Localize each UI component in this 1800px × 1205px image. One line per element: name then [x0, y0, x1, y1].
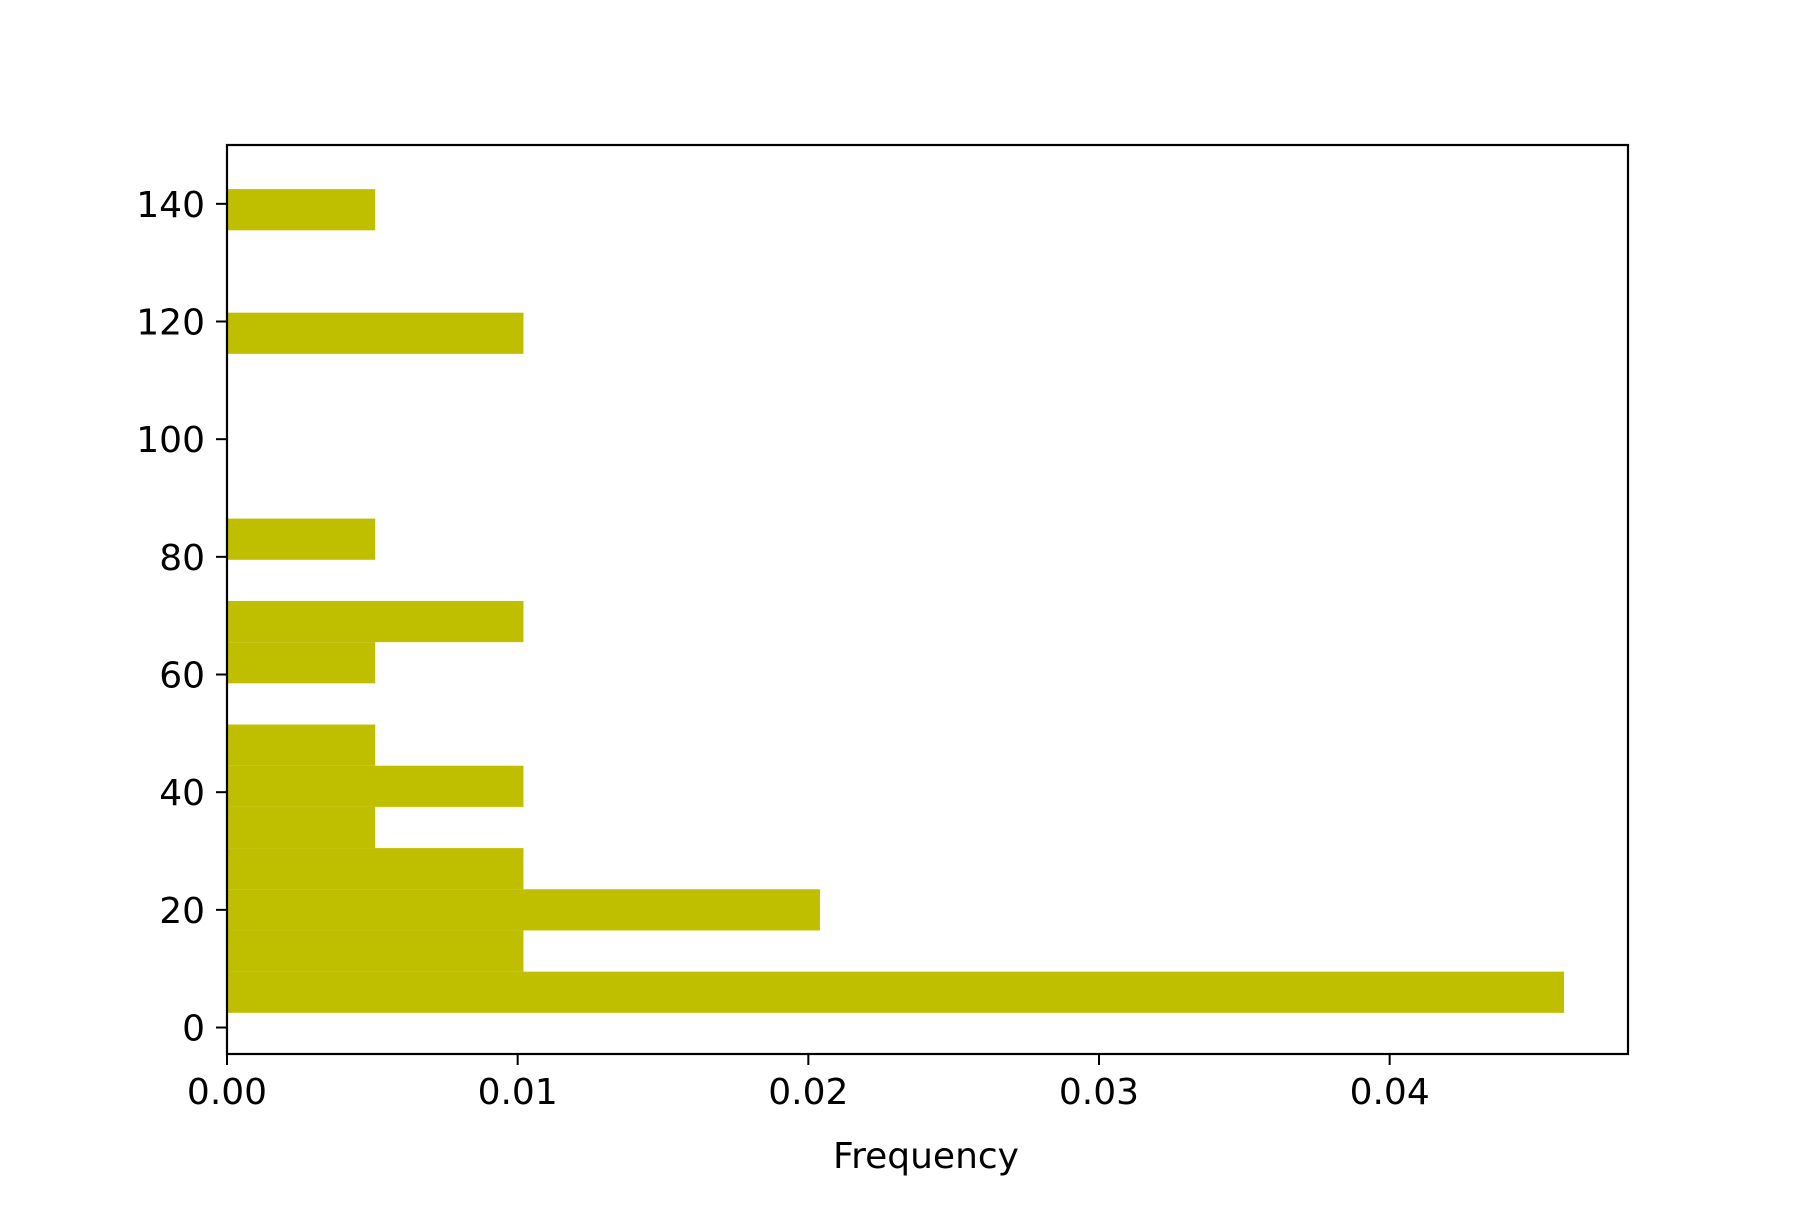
x-tick-label: 0.04 — [1350, 1072, 1430, 1113]
histogram-bar-6 — [227, 765, 524, 807]
y-tick-label: 20 — [159, 891, 205, 932]
y-tick-label: 120 — [136, 303, 205, 344]
x-axis-ticks: 0.00 0.01 0.02 0.03 0.04 — [187, 1054, 1430, 1113]
x-tick-label: 0.00 — [187, 1072, 267, 1113]
x-axis-label: Frequency — [833, 1136, 1019, 1177]
y-tick-label: 100 — [136, 420, 205, 461]
y-tick-label: 60 — [159, 656, 205, 697]
histogram-bar-11 — [227, 312, 524, 354]
x-tick-label: 0.03 — [1059, 1072, 1139, 1113]
histogram-bar-7 — [227, 724, 376, 766]
x-tick-label: 0.01 — [478, 1072, 558, 1113]
histogram-bar-5 — [227, 806, 376, 849]
histogram-bar-8 — [227, 642, 376, 684]
y-tick-label: 80 — [159, 538, 205, 579]
histogram-bar-2 — [227, 930, 524, 972]
histogram-bar-12 — [227, 189, 376, 231]
y-tick-label: 0 — [182, 1009, 205, 1050]
histogram-bar-1 — [227, 971, 1565, 1013]
histogram-bar-10 — [227, 518, 376, 560]
y-axis-ticks: 0 20 40 60 80 100 120 140 — [136, 185, 227, 1050]
plot-frame — [225, 143, 1630, 1056]
axes-layer — [225, 143, 1630, 1056]
y-tick-label: 140 — [136, 185, 205, 226]
bars-layer — [227, 189, 1565, 1013]
x-tick-label: 0.02 — [768, 1072, 848, 1113]
histogram-bar-3 — [227, 889, 820, 931]
histogram-bar-9 — [227, 600, 524, 643]
histogram-bar-4 — [227, 848, 524, 890]
y-tick-label: 40 — [159, 773, 205, 814]
